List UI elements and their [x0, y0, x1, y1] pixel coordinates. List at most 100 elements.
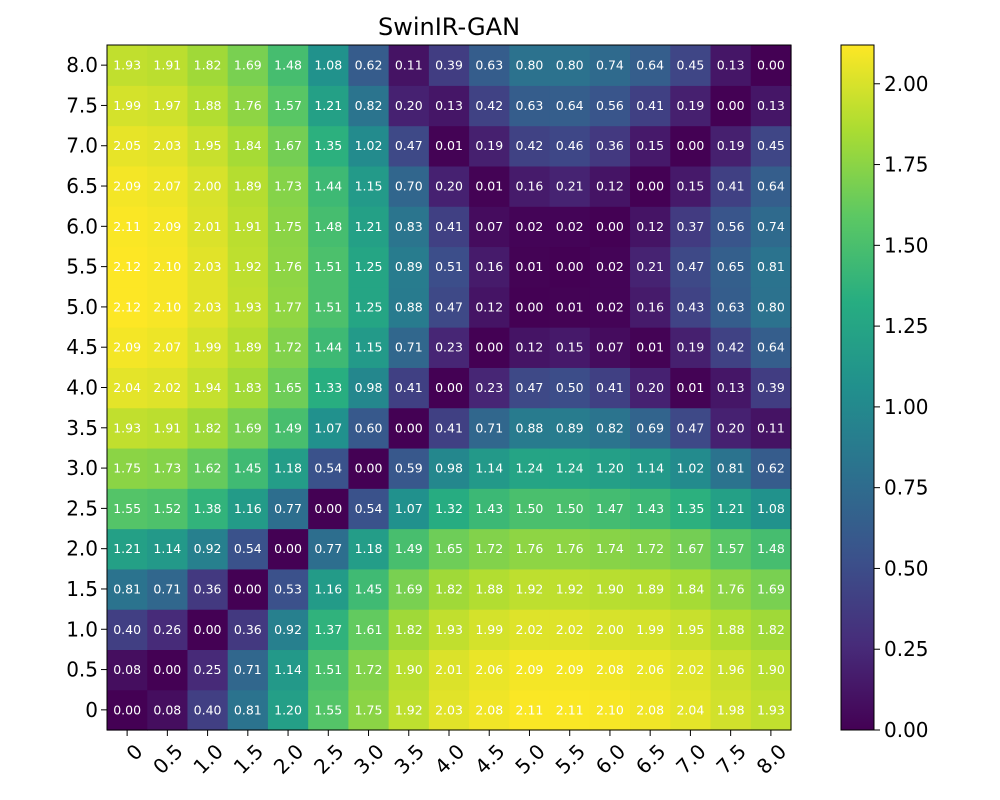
cell-value-label: 0.63 [717, 299, 745, 314]
cell-value-label: 1.51 [314, 259, 342, 274]
cell-value-label: 0.00 [596, 219, 624, 234]
cell-value-label: 0.01 [676, 380, 704, 395]
cell-value-label: 0.19 [676, 98, 704, 113]
heatmap-cell [469, 125, 510, 167]
heatmap-cell [670, 528, 712, 570]
heatmap-cell [428, 689, 470, 731]
cell-value-label: 0.15 [556, 340, 584, 355]
cell-value-label: 0.01 [475, 179, 503, 194]
heatmap-cell [388, 165, 430, 207]
cell-value-label: 0.41 [717, 179, 745, 194]
cell-value-label: 2.09 [113, 179, 141, 194]
colorbar-tick-label: 1.00 [884, 395, 929, 419]
cell-value-label: 1.65 [274, 380, 302, 395]
heatmap-cell [509, 286, 551, 328]
heatmap-cell [710, 488, 752, 530]
cell-value-label: 1.72 [355, 662, 383, 677]
cell-value-label: 1.83 [234, 380, 262, 395]
cell-value-label: 2.10 [153, 299, 181, 314]
heatmap-cell [308, 488, 350, 530]
x-tick-label: 3.5 [390, 739, 429, 778]
heatmap-cell [147, 327, 189, 368]
heatmap-cell [348, 528, 390, 570]
cell-value-label: 1.51 [314, 662, 342, 677]
heatmap-cell [589, 407, 631, 449]
cell-value-label: 0.02 [596, 259, 624, 274]
heatmap-cell [630, 367, 671, 409]
heatmap-cell [630, 488, 671, 530]
cell-value-label: 2.09 [516, 662, 544, 677]
cell-value-label: 0.12 [636, 219, 664, 234]
heatmap-cell [670, 286, 712, 328]
cell-value-label: 1.97 [153, 98, 181, 113]
cell-value-label: 0.15 [636, 138, 664, 153]
cell-value-label: 1.95 [194, 138, 222, 153]
cell-value-label: 2.09 [153, 219, 181, 234]
cell-value-label: 0.20 [636, 380, 664, 395]
y-tick-label: 7.0 [66, 134, 98, 158]
cell-value-label: 1.67 [676, 541, 704, 556]
heatmap-cell [469, 407, 510, 449]
heatmap-cell [509, 45, 551, 86]
cell-value-label: 0.23 [435, 340, 463, 355]
cell-value-label: 1.76 [274, 259, 302, 274]
cell-value-label: 1.88 [717, 622, 745, 637]
heatmap-cell [589, 246, 631, 288]
heatmap-cell [469, 609, 510, 651]
cell-value-label: 1.35 [676, 501, 704, 516]
cell-value-label: 0.13 [717, 380, 745, 395]
heatmap-cell [750, 488, 792, 530]
heatmap-cell [750, 407, 792, 449]
heatmap-cell [107, 45, 148, 86]
x-tick-label: 4.5 [470, 739, 509, 778]
heatmap-cell [549, 327, 591, 368]
cell-value-label: 1.47 [596, 501, 624, 516]
heatmap-cell [549, 125, 591, 167]
cell-value-label: 1.44 [314, 340, 342, 355]
heatmap-cell [348, 327, 390, 368]
cell-value-label: 1.84 [676, 581, 704, 596]
heatmap-cell [670, 206, 712, 248]
heatmap-cell [710, 528, 752, 570]
heatmap-cell [147, 568, 189, 610]
cell-value-label: 0.81 [234, 702, 262, 717]
cell-value-label: 1.32 [435, 501, 463, 516]
cell-value-label: 1.14 [636, 461, 664, 476]
heatmap-cell [107, 206, 148, 248]
cell-value-label: 0.82 [596, 420, 624, 435]
cell-value-label: 0.12 [516, 340, 544, 355]
heatmap-cell [710, 165, 752, 207]
heatmap-cell [549, 206, 591, 248]
cell-value-label: 0.63 [516, 98, 544, 113]
cell-value-label: 0.12 [596, 179, 624, 194]
cell-value-label: 1.75 [113, 461, 141, 476]
cell-value-label: 0.25 [194, 662, 222, 677]
heatmap-cell [509, 327, 551, 368]
cell-value-label: 2.12 [113, 299, 141, 314]
cell-value-label: 1.89 [234, 340, 262, 355]
cell-value-label: 0.02 [516, 219, 544, 234]
cell-value-label: 0.60 [355, 420, 383, 435]
cell-value-label: 1.72 [475, 541, 503, 556]
heatmap-cell [630, 568, 671, 610]
cell-value-label: 0.98 [355, 380, 383, 395]
cell-value-label: 1.95 [676, 622, 704, 637]
cell-value-label: 2.00 [596, 622, 624, 637]
cell-value-label: 0.69 [636, 420, 664, 435]
cell-value-label: 0.41 [636, 98, 664, 113]
cell-value-label: 1.14 [153, 541, 181, 556]
cell-value-label: 0.00 [234, 581, 262, 596]
heatmap-cell [630, 327, 671, 368]
cell-value-label: 0.36 [194, 581, 222, 596]
heatmap-cell [509, 447, 551, 489]
cell-value-label: 1.18 [355, 541, 383, 556]
heatmap-cell [469, 367, 510, 409]
cell-value-label: 0.45 [757, 138, 785, 153]
heatmap-cell [710, 609, 752, 651]
heatmap-cell [750, 447, 792, 489]
heatmap-cell [267, 286, 309, 328]
cell-value-label: 1.57 [274, 98, 302, 113]
heatmap-cell [710, 447, 752, 489]
cell-value-label: 2.03 [435, 702, 463, 717]
heatmap-cell [710, 125, 752, 167]
